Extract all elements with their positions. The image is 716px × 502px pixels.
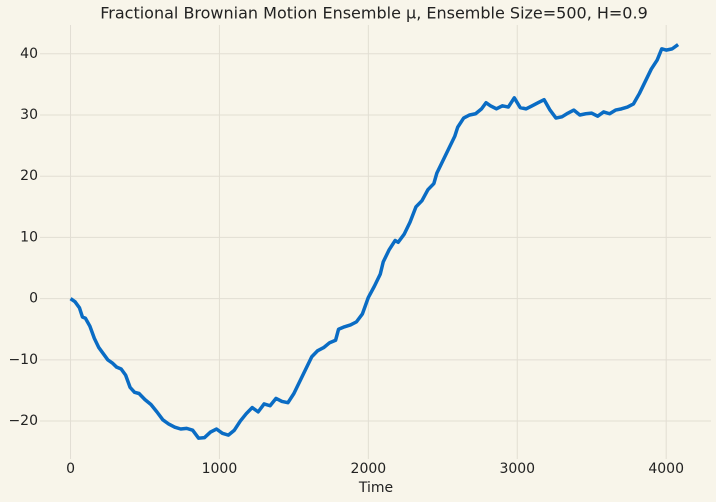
x-tick-label: 4000 [648, 461, 684, 477]
y-tick-label: 40 [20, 46, 38, 62]
chart-title: Fractional Brownian Motion Ensemble μ, E… [100, 4, 648, 23]
y-tick-label: 20 [20, 168, 38, 184]
x-axis-label: Time [358, 480, 393, 496]
y-tick-label: −20 [8, 413, 38, 429]
x-tick-label: 1000 [202, 461, 238, 477]
y-tick-label: 0 [29, 291, 38, 307]
y-tick-label: 30 [20, 107, 38, 123]
data-line [69, 43, 680, 440]
x-tick-label: 0 [66, 461, 75, 477]
y-tick-label: 10 [20, 229, 38, 245]
x-tick-label: 2000 [351, 461, 387, 477]
x-tick-label: 3000 [499, 461, 535, 477]
y-tick-label: −10 [8, 352, 38, 368]
